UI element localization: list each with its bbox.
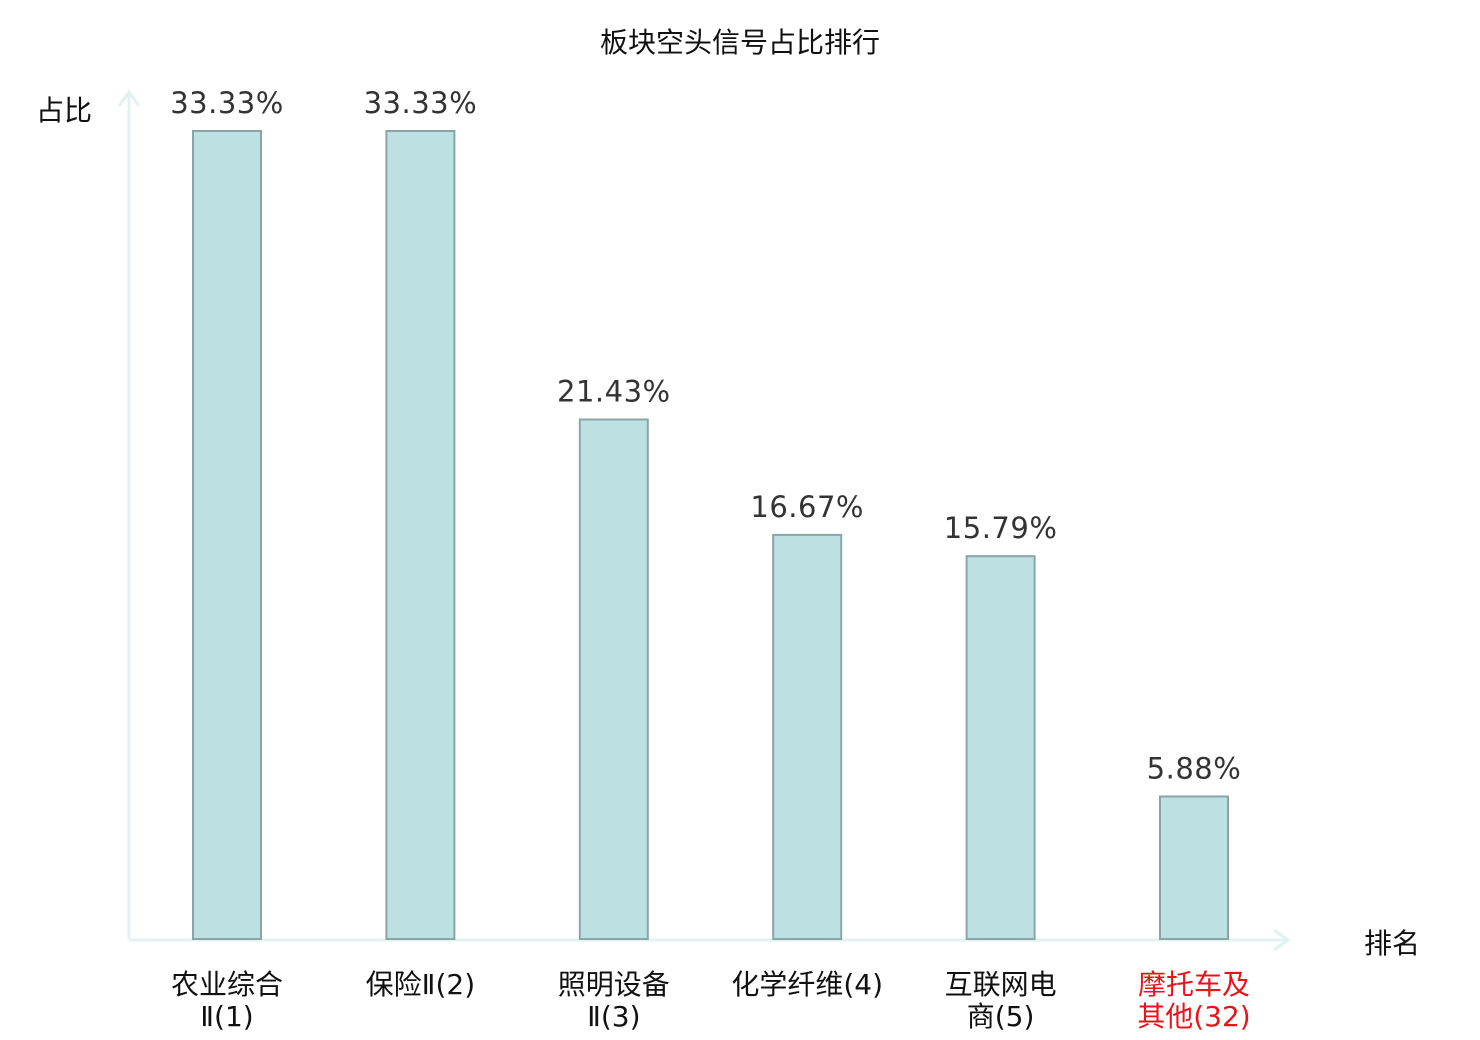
category-tick-label: Ⅱ(1) xyxy=(200,1000,253,1033)
bar xyxy=(965,555,1036,940)
bar xyxy=(578,418,649,940)
category-tick-label: 化学纤维(4) xyxy=(731,968,883,1001)
category-tick-label: Ⅱ(3) xyxy=(587,1000,640,1033)
bar xyxy=(772,533,843,941)
category-tick-label: 其他(32) xyxy=(1137,1000,1250,1033)
bar-value-label: 16.67% xyxy=(750,490,864,524)
bar-value-label: 15.79% xyxy=(944,511,1058,545)
y-axis xyxy=(117,89,141,940)
bar xyxy=(385,130,456,940)
bar xyxy=(192,130,262,940)
category-tick-label: 互联网电 xyxy=(945,968,1057,1001)
bars-group xyxy=(192,130,1229,941)
x-axis xyxy=(129,928,1291,952)
category-tick-label: 商(5) xyxy=(967,1000,1035,1033)
bar-value-label: 5.88% xyxy=(1147,752,1242,786)
category-tick-label: 农业综合 xyxy=(171,968,283,1001)
value-labels-group: 33.33% 33.33% 21.43% 16.67% 15.79% 5.88% xyxy=(170,86,1241,786)
chart-title: 板块空头信号占比排行 xyxy=(600,26,880,59)
category-tick-label: 照明设备 xyxy=(558,968,670,1001)
x-axis-label: 排名 xyxy=(1364,927,1420,960)
category-tick-label: 摩托车及 xyxy=(1138,968,1250,1001)
category-tick-label: 保险Ⅱ(2) xyxy=(366,968,475,1001)
bar-value-label: 33.33% xyxy=(170,86,284,120)
bar xyxy=(1159,795,1229,940)
bar-value-label: 21.43% xyxy=(557,375,671,409)
bar-value-label: 33.33% xyxy=(364,86,478,120)
y-axis-label: 占比 xyxy=(36,94,92,127)
